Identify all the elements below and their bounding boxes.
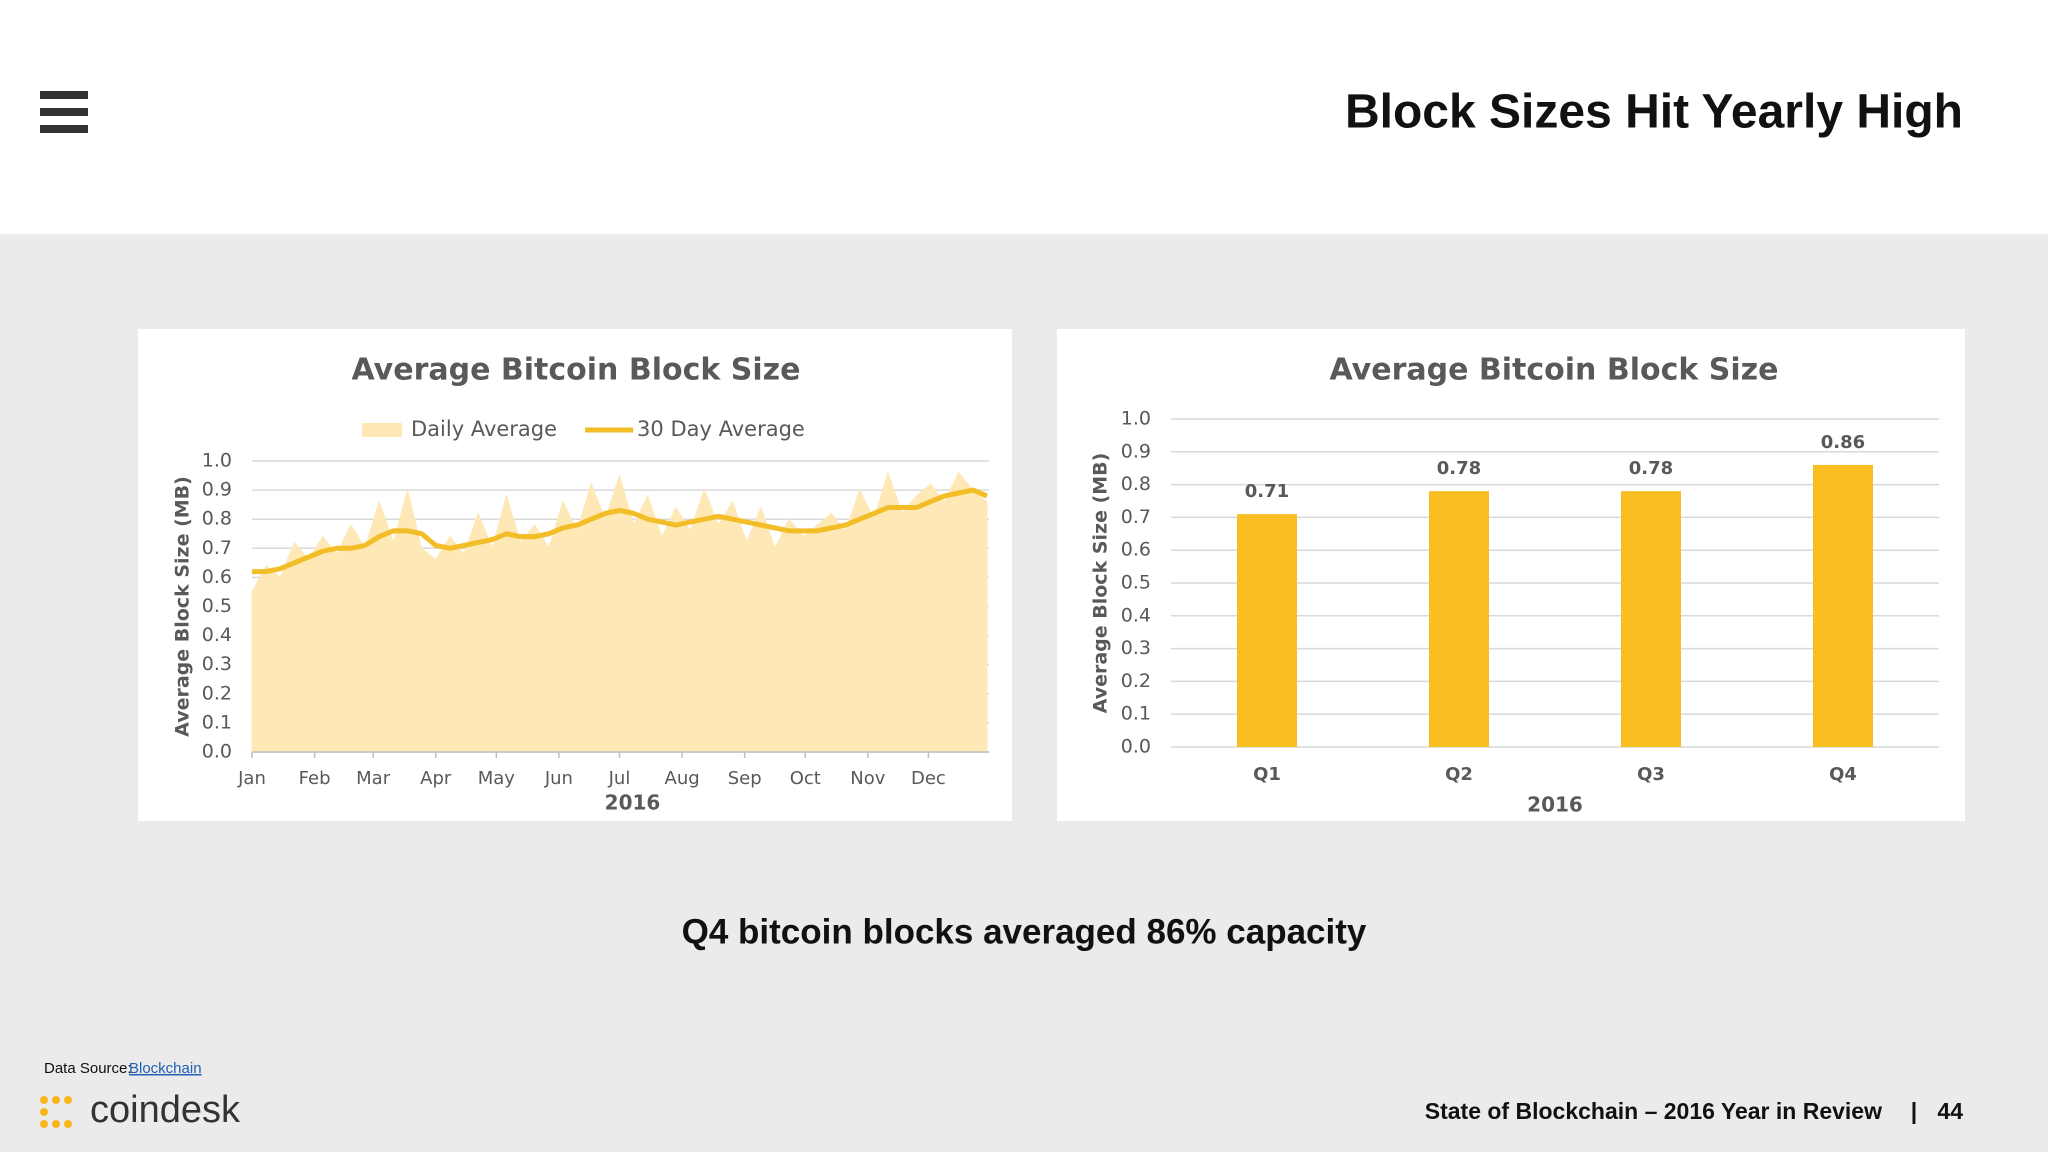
x-tick-label: May [478,768,516,789]
brand-logo-icon [40,1096,72,1128]
y-tick-label: 0.4 [1121,604,1151,626]
y-tick-label: 0.1 [1121,703,1151,725]
logo-dot [52,1096,60,1104]
logo-dot [64,1096,72,1104]
data-label: 0.78 [1437,458,1481,479]
x-axis-label: 2016 [1527,793,1583,817]
y-tick-label: 0.5 [1121,572,1151,594]
x-tick-label: Apr [420,768,452,789]
legend-label: 30 Day Average [637,417,805,441]
x-tick-label: Q1 [1253,764,1281,785]
menu-icon[interactable] [40,91,88,133]
bar [1621,491,1681,747]
menu-bar [40,108,88,116]
y-axis-label: Average Block Size (MB) [172,476,194,737]
x-tick-label: Nov [850,768,885,789]
logo-dot [64,1120,72,1128]
bar [1237,514,1297,747]
separator: | [1911,1098,1917,1124]
logo-dot [52,1120,60,1128]
y-tick-label: 0.8 [202,508,232,530]
x-tick-label: Q2 [1445,764,1473,785]
x-axis-label: 2016 [605,791,661,815]
logo-dot [40,1120,48,1128]
x-tick-label: Mar [356,768,391,789]
bar [1813,464,1873,747]
y-tick-label: 0.0 [1121,736,1151,758]
menu-bar [40,91,88,99]
report-name: State of Blockchain – 2016 Year in Revie… [1425,1098,1882,1124]
y-tick-label: 0.3 [1121,637,1151,659]
bar [1429,491,1489,747]
logo-dot [40,1096,48,1104]
source-label: Data Source: [44,1060,132,1077]
y-tick-label: 0.2 [1121,670,1151,692]
brand-name: coindesk [90,1089,241,1131]
x-tick-label: Jun [544,768,573,789]
y-tick-label: 0.0 [202,741,232,763]
y-tick-label: 0.6 [202,566,232,588]
logo-dot [40,1108,48,1116]
y-axis-label: Average Block Size (MB) [1090,453,1112,714]
data-label: 0.86 [1821,432,1865,453]
x-tick-label: Aug [665,768,700,789]
data-label: 0.78 [1629,458,1673,479]
x-tick-label: Oct [790,768,821,789]
x-tick-label: Sep [728,768,762,789]
x-tick-label: Jul [608,768,631,789]
chart-title: Average Bitcoin Block Size [352,353,801,388]
y-tick-label: 0.9 [202,479,232,501]
legend-swatch [362,423,402,437]
y-tick-label: 0.8 [1121,473,1151,495]
y-tick-label: 0.7 [1121,506,1151,528]
y-tick-label: 0.5 [202,595,232,617]
x-tick-label: Dec [911,768,946,789]
x-tick-label: Feb [299,768,331,789]
chart-title: Average Bitcoin Block Size [1330,353,1779,388]
line [252,487,988,575]
y-tick-label: 0.1 [202,711,232,733]
y-tick-label: 0.3 [202,653,232,675]
x-tick-label: Q4 [1829,764,1857,785]
source-link[interactable]: Blockchain [129,1060,202,1077]
y-tick-label: 1.0 [202,450,232,472]
y-tick-label: 0.4 [202,624,232,646]
header-band [0,0,2048,234]
x-tick-label: Jan [237,768,266,789]
y-tick-label: 0.9 [1121,440,1151,462]
page-number: 44 [1937,1098,1963,1124]
y-tick-label: 0.7 [202,537,232,559]
data-label: 0.71 [1245,481,1289,502]
menu-bar [40,125,88,133]
slide-title: Block Sizes Hit Yearly High [1345,86,1963,139]
y-tick-label: 1.0 [1121,408,1151,430]
y-tick-label: 0.6 [1121,539,1151,561]
caption: Q4 bitcoin blocks averaged 86% capacity [682,912,1367,951]
area [251,471,988,753]
y-tick-label: 0.2 [202,682,232,704]
x-tick-label: Q3 [1637,764,1665,785]
legend-label: Daily Average [411,417,557,441]
